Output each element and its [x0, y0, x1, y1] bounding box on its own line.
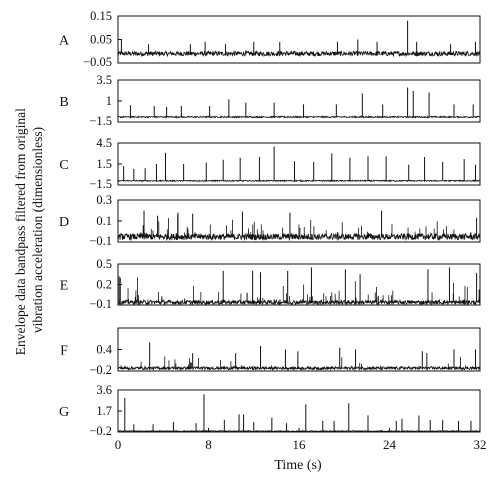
y-axis-label: Envelope data bandpass filtered from ori… — [13, 105, 45, 355]
panel-b: B 3.5 1 −1.5 — [59, 73, 481, 128]
y-tick-label: 0.4 — [96, 343, 112, 357]
y-tick-label: 1.5 — [96, 157, 112, 171]
y-axis-label-line-1: Envelope data bandpass filtered from ori… — [13, 108, 28, 355]
panel-frame — [117, 15, 481, 64]
panel-e: E 0.5 0.2 −0.1 — [60, 257, 481, 311]
y-tick-label: 0.3 — [96, 193, 112, 207]
y-tick-label: −0.1 — [89, 297, 112, 311]
panel-label: E — [60, 279, 69, 294]
panel-label: F — [60, 344, 68, 359]
panel-frame — [117, 263, 481, 306]
x-tick-label: 24 — [383, 437, 397, 452]
y-tick-label: 4.5 — [96, 136, 112, 150]
signal-trace — [117, 115, 481, 119]
x-tick-label: 8 — [205, 437, 212, 452]
y-tick-label: −0.1 — [89, 234, 112, 248]
y-tick-label: 3.6 — [96, 383, 112, 397]
panel-frame — [117, 389, 481, 433]
x-tick-label: 0 — [115, 437, 122, 452]
y-tick-label: 0.05 — [90, 33, 112, 47]
y-tick-label: 1 — [106, 94, 112, 108]
panel-label: C — [59, 158, 68, 173]
y-tick-label: 0.1 — [96, 214, 112, 228]
panel-frame — [117, 79, 481, 123]
x-axis-label: Time (s) — [274, 458, 322, 473]
y-tick-label: 3.5 — [96, 73, 112, 87]
signal-trace — [117, 179, 480, 183]
x-tick-label: 16 — [293, 437, 307, 452]
y-tick-label: 0.2 — [96, 278, 112, 292]
y-tick-label: −1.5 — [89, 114, 112, 128]
y-tick-label: −0.05 — [83, 55, 112, 69]
panel-f: F 0.4 −0.2 — [60, 327, 481, 377]
panel-a: A 0.15 0.05 −0.05 — [59, 9, 481, 69]
y-tick-label: 0.15 — [90, 9, 112, 23]
panel-label: D — [59, 215, 69, 230]
panel-c: C 4.5 1.5 −1.5 — [59, 136, 481, 191]
signal-trace — [117, 365, 481, 371]
panel-d: D 0.3 0.1 −0.1 — [59, 193, 481, 248]
signal-trace — [117, 49, 481, 58]
signal-trace — [117, 298, 481, 306]
panel-frame — [117, 327, 481, 372]
panel-label: B — [59, 95, 68, 110]
panel-label: G — [59, 405, 69, 420]
y-tick-label: 0.5 — [96, 257, 112, 271]
panels: A 0.15 0.05 −0.05 B 3.5 1 −1.5 C 4.5 1.5 −1.5 D 0.3 0.… — [59, 9, 481, 438]
y-tick-label: −1.5 — [89, 177, 112, 191]
x-tick-label: 32 — [474, 437, 487, 452]
y-tick-label: −0.2 — [89, 363, 112, 377]
y-tick-label: 1.7 — [96, 404, 112, 418]
panel-frame — [117, 142, 481, 186]
y-axis-label-line-2: vibration acceleration (dimensionless) — [30, 127, 45, 333]
x-axis: 0 8 16 24 32 — [115, 428, 487, 452]
y-tick-label: −0.2 — [89, 424, 112, 438]
panel-g: G 3.6 1.7 −0.2 — [59, 383, 481, 438]
panel-label: A — [59, 34, 70, 49]
